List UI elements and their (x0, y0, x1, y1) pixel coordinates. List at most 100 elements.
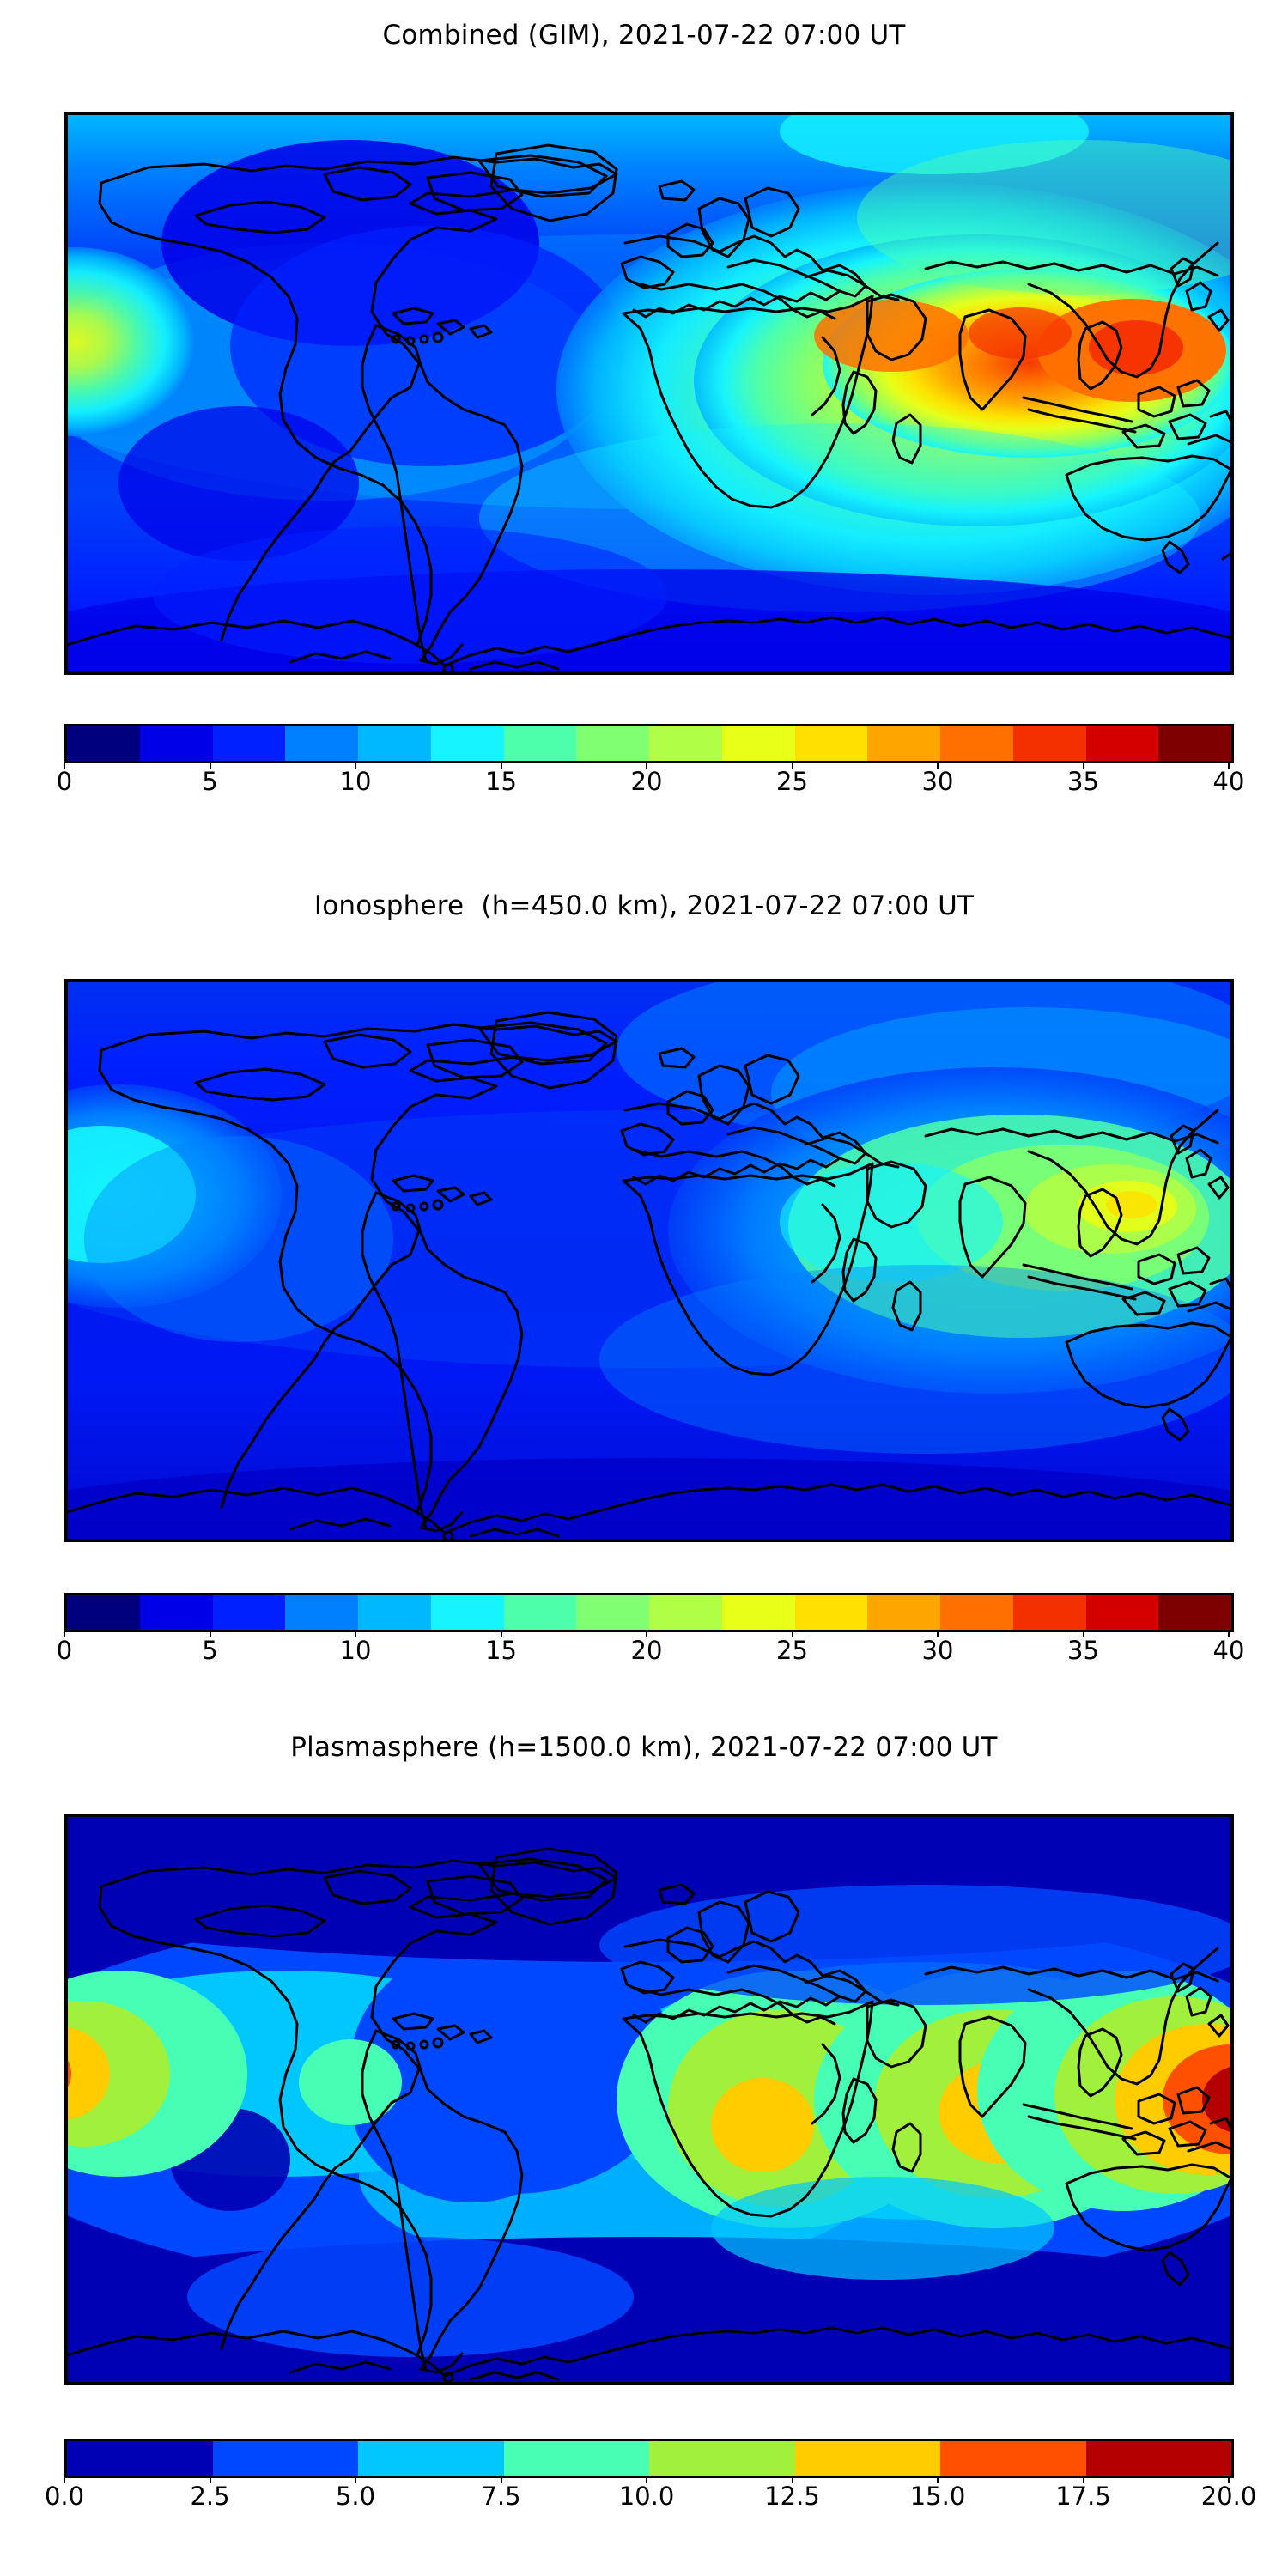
colorbar-segment (1012, 726, 1086, 761)
colorbar-tick-label: 12.5 (764, 2482, 820, 2511)
colorbar-tick-label: 30 (921, 767, 954, 796)
colorbar-segment (503, 726, 577, 761)
colorbar-tick-mark (355, 2476, 356, 2483)
panel-plasmasphere: Plasmasphere (h=1500.0 km), 2021-07-22 0… (0, 1733, 1288, 1762)
panel-combined-gim: Combined (GIM), 2021-07-22 07:00 UT (0, 21, 1288, 50)
colorbar-tick-label: 15.0 (909, 2482, 966, 2511)
colorbar-tick-mark (500, 1630, 502, 1637)
colorbar-tick-label: 10 (339, 767, 372, 796)
colorbar-segment (430, 726, 504, 761)
colorbar-segment (358, 1595, 431, 1630)
colorbar-combined-gim: 0 5 10 15 20 25 30 35 40 (57, 724, 1244, 798)
colorbar-segment (721, 1595, 795, 1630)
colorbar-tick-mark (1082, 2476, 1084, 2483)
colorbar-tick-label: 5.0 (335, 2482, 376, 2511)
colorbar-ticks-3: 0.0 2.5 5.0 7.5 10.0 12.5 15.0 17.5 20.0 (45, 2476, 1256, 2512)
colorbar-segment (649, 726, 722, 761)
colorbar-segment (358, 2441, 504, 2476)
colorbar-tick-mark (64, 761, 65, 769)
colorbar-segment (67, 2441, 213, 2476)
colorbar-tick-label: 30 (921, 1636, 954, 1665)
colorbar-segment (794, 2441, 940, 2476)
colorbar-gradient-1 (64, 724, 1234, 763)
colorbar-segment (503, 2441, 649, 2476)
panel-title-ionosphere: Ionosphere (h=450.0 km), 2021-07-22 07:0… (313, 890, 975, 921)
colorbar-tick-label: 25 (776, 1636, 808, 1665)
colorbar-segment (794, 1595, 868, 1630)
colorbar-tick-mark (209, 1630, 211, 1637)
colorbar-tick-mark (500, 2476, 502, 2483)
colorbar-segment (1085, 2441, 1231, 2476)
colorbar-segment (649, 1595, 722, 1630)
colorbar-segment (1158, 1595, 1231, 1630)
colorbar-tick-label: 10 (339, 1636, 372, 1665)
colorbar-tick-label: 40 (1212, 767, 1245, 796)
colorbar-segment (212, 726, 286, 761)
colorbar-tick-mark (64, 1630, 65, 1637)
colorbar-tick-mark (64, 2476, 65, 2483)
colorbar-segment (212, 1595, 286, 1630)
colorbar-segment (1158, 726, 1231, 761)
colorbar-segment (358, 726, 431, 761)
colorbar-tick-label: 20 (630, 767, 663, 796)
colorbar-tick-mark (1228, 2476, 1230, 2483)
colorbar-segment (576, 1595, 649, 1630)
colorbar-tick-mark (1228, 761, 1230, 769)
colorbar-tick-mark (937, 761, 939, 769)
colorbar-tick-label: 2.5 (190, 2482, 230, 2511)
colorbar-tick-label: 5 (202, 1636, 218, 1665)
colorbar-segment (67, 726, 140, 761)
map-plasmasphere (64, 1814, 1234, 2385)
panel-ionosphere: Ionosphere (h=450.0 km), 2021-07-22 07:0… (0, 891, 1288, 920)
colorbar-tick-mark (355, 1630, 356, 1637)
colorbar-tick-label: 0 (56, 767, 73, 796)
colorbar-segment (940, 1595, 1013, 1630)
colorbar-gradient-3 (64, 2439, 1234, 2478)
colorbar-tick-label: 0 (56, 1636, 73, 1665)
colorbar-segment (867, 1595, 940, 1630)
colorbar-segment (503, 1595, 577, 1630)
colorbar-tick-label: 10.0 (618, 2482, 675, 2511)
colorbar-tick-label: 40 (1212, 1636, 1245, 1665)
colorbar-tick-label: 20 (630, 1636, 663, 1665)
colorbar-tick-label: 17.5 (1055, 2482, 1111, 2511)
colorbar-segment (212, 2441, 358, 2476)
colorbar-segment (285, 726, 358, 761)
colorbar-segment (940, 2441, 1086, 2476)
colorbar-tick-label: 20.0 (1200, 2482, 1257, 2511)
colorbar-tick-mark (500, 761, 502, 769)
colorbar-tick-label: 0.0 (44, 2482, 85, 2511)
colorbar-tick-mark (937, 1630, 939, 1637)
colorbar-tick-mark (791, 761, 793, 769)
colorbar-tick-mark (791, 2476, 793, 2483)
colorbar-tick-mark (1228, 1630, 1230, 1637)
colorbar-segment (867, 726, 940, 761)
colorbar-tick-label: 35 (1067, 1636, 1099, 1665)
colorbar-ticks-2: 0 5 10 15 20 25 30 35 40 (57, 1630, 1244, 1667)
colorbar-tick-mark (646, 761, 647, 769)
colorbar-tick-label: 35 (1067, 767, 1099, 796)
colorbar-tick-label: 25 (776, 767, 808, 796)
map-ionosphere (64, 979, 1234, 1542)
colorbar-tick-mark (209, 761, 211, 769)
colorbar-tick-mark (1082, 1630, 1084, 1637)
colorbar-tick-mark (355, 761, 356, 769)
colorbar-segment (1012, 1595, 1086, 1630)
colorbar-segment (940, 726, 1013, 761)
colorbar-tick-label: 7.5 (481, 2482, 521, 2511)
colorbar-segment (285, 1595, 358, 1630)
colorbar-segment (649, 2441, 795, 2476)
colorbar-gradient-2 (64, 1593, 1234, 1632)
colorbar-plasmasphere: 0.0 2.5 5.0 7.5 10.0 12.5 15.0 17.5 20.0 (45, 2439, 1256, 2512)
colorbar-tick-mark (209, 2476, 211, 2483)
colorbar-tick-label: 15 (485, 767, 517, 796)
colorbar-segment (576, 726, 649, 761)
colorbar-tick-mark (1082, 761, 1084, 769)
colorbar-segment (794, 726, 868, 761)
colorbar-tick-mark (646, 2476, 647, 2483)
colorbar-tick-label: 5 (202, 767, 218, 796)
panel-title-plasmasphere: Plasmasphere (h=1500.0 km), 2021-07-22 0… (290, 1732, 998, 1763)
colorbar-segment (139, 1595, 213, 1630)
colorbar-tick-mark (937, 2476, 939, 2483)
